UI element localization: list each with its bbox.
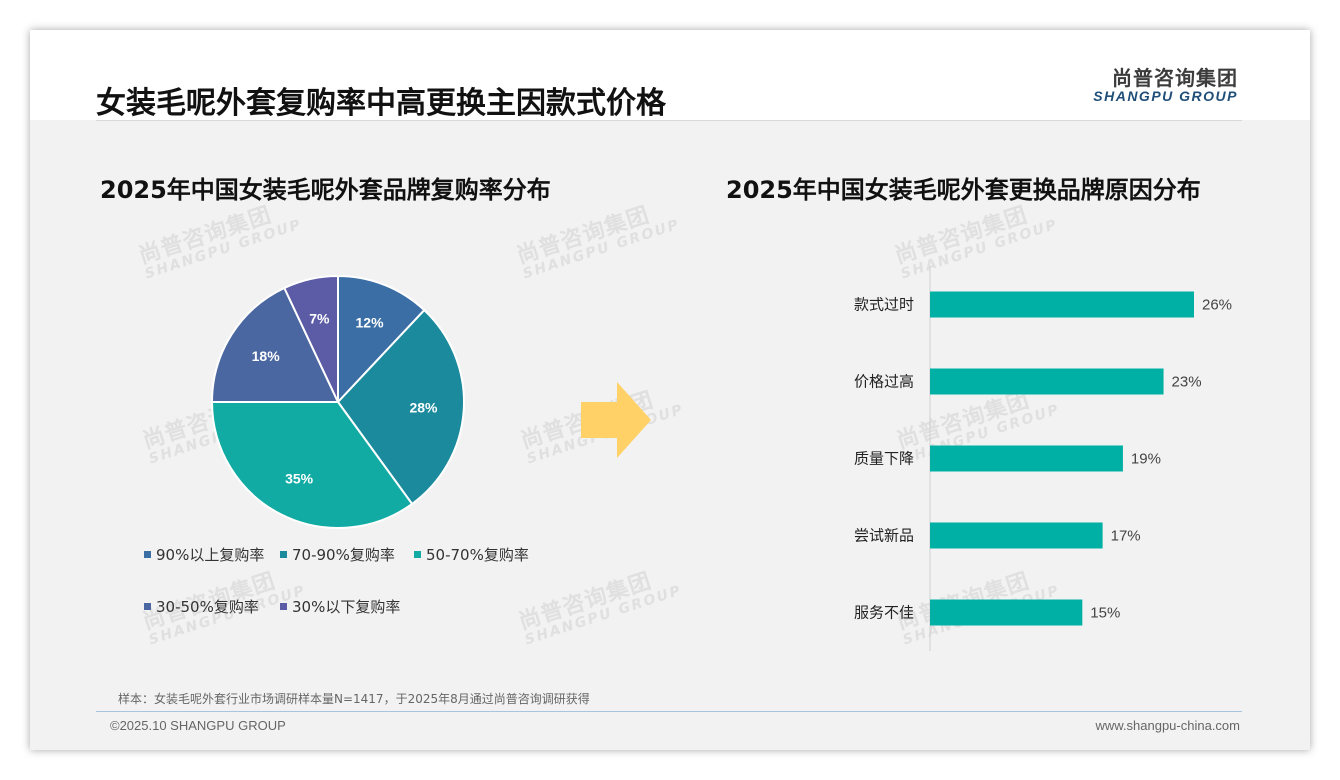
bar [930, 599, 1083, 626]
pie-data-label: 28% [409, 399, 438, 415]
pie-slice [337, 274, 426, 405]
pie-slice [336, 308, 465, 506]
header-divider [96, 120, 1242, 121]
bar-data-label: 23% [1172, 374, 1202, 391]
logo-english: SHANGPU GROUP [1093, 88, 1238, 104]
pie-slice [283, 274, 339, 403]
legend-item: 30-50%复购率 [144, 596, 259, 617]
bar [930, 368, 1164, 395]
legend-item: 90%以上复购率 [144, 544, 264, 565]
bar-data-label: 26% [1202, 297, 1232, 314]
website-link[interactable]: www.shangpu-china.com [1095, 718, 1240, 733]
page-title: 女装毛呢外套复购率中高更换主因款式价格 [96, 86, 666, 121]
legend-swatch [280, 551, 287, 558]
logo-chinese: 尚普咨询集团 [1112, 66, 1238, 90]
legend-swatch [144, 551, 151, 558]
legend-item: 70-90%复购率 [280, 544, 395, 565]
pie-data-label: 18% [252, 348, 281, 364]
bar-category-label: 价格过高 [854, 374, 914, 391]
bar-category-label: 款式过时 [854, 297, 914, 314]
pie-slice [210, 286, 340, 403]
bar-data-label: 17% [1111, 528, 1141, 545]
pie-data-label: 12% [356, 314, 385, 330]
footer-divider [96, 711, 1242, 712]
legend-swatch [280, 603, 287, 610]
bar-data-label: 15% [1090, 605, 1120, 622]
bar [930, 445, 1123, 472]
header-bar [30, 30, 1310, 120]
bar-category-label: 质量下降 [854, 451, 914, 468]
right-arrow-icon [581, 382, 651, 458]
bar [930, 291, 1194, 318]
sample-footnote: 样本：女装毛呢外套行业市场调研样本量N=1417，于2025年8月通过尚普咨询调… [118, 692, 590, 706]
bar-category-label: 尝试新品 [854, 528, 914, 545]
bar [930, 522, 1103, 549]
pie-chart-title: 2025年中国女装毛呢外套品牌复购率分布 [100, 176, 551, 204]
legend-swatch [414, 551, 421, 558]
pie-data-label: 7% [309, 310, 330, 326]
pie-data-label: 35% [285, 470, 314, 486]
legend-swatch [144, 603, 151, 610]
slide: 女装毛呢外套复购率中高更换主因款式价格 尚普咨询集团 SHANGPU GROUP… [30, 30, 1310, 750]
bar-data-label: 19% [1131, 451, 1161, 468]
bar-category-label: 服务不佳 [854, 605, 914, 622]
pie-slice [210, 401, 414, 529]
legend-item: 30%以下复购率 [280, 596, 400, 617]
bar-chart: 款式过时 26% 价格过高 23% 质量下降 19% 尝试新品 17% 服务不佳 15% [854, 266, 1232, 651]
pie-chart: 12% 28% 35% 18% 7% [210, 274, 465, 529]
legend-item: 50-70%复购率 [414, 544, 529, 565]
bar-chart-title: 2025年中国女装毛呢外套更换品牌原因分布 [726, 176, 1201, 204]
copyright: ©2025.10 SHANGPU GROUP [110, 718, 286, 733]
